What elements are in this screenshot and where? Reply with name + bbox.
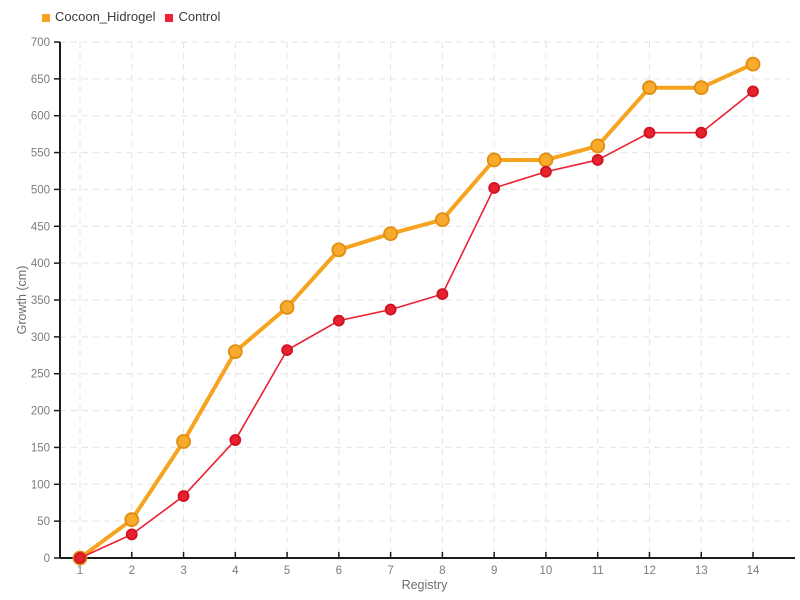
y-tick-label: 450 — [31, 221, 50, 233]
x-tick-label: 2 — [129, 565, 135, 577]
data-point-control — [643, 126, 656, 139]
x-tick-label: 11 — [592, 565, 604, 577]
y-tick-label: 250 — [31, 369, 50, 381]
x-tick-label: 9 — [491, 565, 497, 577]
y-tick-label: 650 — [31, 74, 50, 86]
x-tick-label: 13 — [695, 565, 708, 577]
data-point-control — [747, 85, 759, 98]
y-tick-label: 600 — [31, 111, 50, 123]
data-point-cocoon_hidrogel — [693, 80, 709, 96]
data-point-cocoon_hidrogel — [642, 80, 657, 96]
data-point-control — [125, 528, 138, 541]
y-tick-label: 50 — [37, 516, 50, 528]
data-point-control — [488, 182, 501, 194]
x-tick-label: 3 — [180, 565, 186, 577]
y-tick-label: 0 — [44, 553, 50, 565]
y-tick-label: 100 — [31, 479, 50, 491]
y-tick-label: 400 — [31, 258, 50, 270]
data-point-control — [281, 344, 293, 357]
legend-swatch-control-icon — [165, 13, 174, 22]
data-point-cocoon_hidrogel — [176, 434, 191, 449]
x-tick-label: 10 — [540, 565, 553, 577]
data-point-cocoon_hidrogel — [590, 138, 606, 154]
data-point-control — [540, 165, 552, 178]
x-tick-label: 5 — [284, 565, 290, 577]
x-tick-label: 4 — [232, 565, 239, 577]
legend-label-control: Control — [178, 9, 221, 24]
legend-item-cocoon-hidrogel[interactable]: Cocoon_Hidrogel — [42, 9, 155, 24]
x-axis-label: Registry — [402, 578, 449, 592]
legend-swatch-cocoon-hidrogel-icon — [42, 13, 50, 22]
data-point-control — [332, 314, 345, 327]
x-tick-label: 8 — [439, 565, 445, 577]
legend-item-control[interactable]: Control — [165, 9, 220, 24]
data-point-control — [177, 490, 190, 502]
data-point-control — [436, 288, 449, 301]
y-tick-label: 550 — [31, 148, 50, 160]
x-tick-label: 14 — [747, 565, 760, 577]
series-line-cocoon_hidrogel — [78, 62, 755, 560]
legend-label-cocoon-hidrogel: Cocoon_Hidrogel — [55, 9, 156, 24]
data-point-cocoon_hidrogel — [434, 212, 450, 228]
data-point-cocoon_hidrogel — [538, 152, 554, 168]
data-point-control — [229, 434, 242, 446]
chart-legend: Cocoon_Hidrogel Control — [42, 9, 220, 24]
data-point-cocoon_hidrogel — [486, 152, 502, 168]
data-point-cocoon_hidrogel — [745, 56, 761, 72]
x-tick-label: 12 — [643, 565, 656, 577]
x-tick-label: 7 — [387, 565, 393, 577]
data-point-control — [695, 126, 708, 139]
y-tick-label: 500 — [31, 184, 50, 196]
y-tick-label: 700 — [31, 37, 50, 49]
y-tick-label: 300 — [31, 332, 50, 344]
y-tick-label: 350 — [31, 295, 50, 307]
series-line-control — [79, 90, 754, 559]
y-tick-label: 200 — [31, 406, 50, 418]
x-tick-label: 1 — [77, 565, 83, 577]
data-point-control — [74, 552, 86, 564]
data-point-cocoon_hidrogel — [279, 299, 295, 315]
data-point-control — [384, 303, 397, 316]
y-tick-label: 150 — [31, 442, 50, 454]
x-tick-label: 6 — [336, 565, 342, 577]
data-point-cocoon_hidrogel — [227, 344, 243, 360]
data-point-cocoon_hidrogel — [331, 242, 347, 258]
y-axis-label: Growth (cm) — [15, 266, 29, 335]
data-point-cocoon_hidrogel — [383, 226, 399, 242]
data-point-control — [591, 154, 604, 166]
data-point-cocoon_hidrogel — [124, 512, 140, 528]
